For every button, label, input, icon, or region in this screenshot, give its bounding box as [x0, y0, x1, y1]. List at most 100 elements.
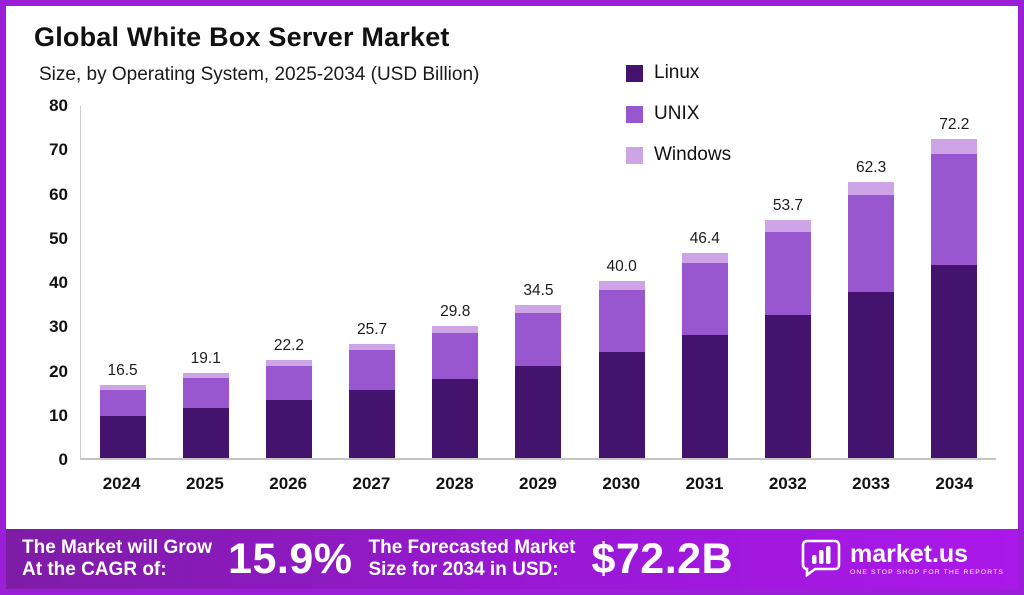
segment-windows-2026 [265, 359, 312, 366]
segment-windows-2025 [182, 373, 229, 379]
forecast-value: $72.2B [591, 534, 734, 583]
bar-total-label-2029: 34.5 [523, 282, 554, 300]
y-tick-40: 40 [49, 273, 68, 292]
segment-windows-2029 [515, 305, 562, 313]
segment-windows-2031 [681, 252, 728, 263]
bar-2030 [598, 281, 645, 458]
segment-windows-2032 [764, 220, 811, 232]
segment-windows-2033 [848, 182, 895, 196]
y-tick-10: 10 [49, 405, 68, 425]
y-tick-0: 0 [58, 450, 68, 469]
legend-item-windows: Windows [626, 144, 731, 166]
segment-linux-2024 [99, 415, 146, 458]
bar-2032 [764, 220, 811, 458]
y-tick-60: 60 [49, 184, 68, 204]
segment-linux-2031 [681, 334, 728, 458]
segment-unix-2030 [598, 289, 645, 352]
market-us-icon [801, 537, 841, 582]
bar-total-label-2031: 46.4 [689, 229, 720, 247]
segment-linux-2034 [931, 265, 978, 458]
bar-total-label-2034: 72.2 [939, 115, 970, 133]
bar-2029 [515, 305, 562, 458]
page-title: Global White Box Server Market [34, 22, 450, 52]
x-label-2031: 2031 [685, 474, 724, 493]
x-label-2028: 2028 [435, 474, 474, 493]
y-tick-70: 70 [49, 140, 68, 160]
x-axis: 2024 2025 2026 2027 2028 2029 2030 2031 2032 2033… [80, 474, 996, 494]
segment-windows-2034 [931, 138, 978, 154]
segment-unix-2024 [99, 389, 146, 416]
bar-group-2028: 29.8 [432, 106, 479, 458]
bar-2033 [848, 182, 895, 458]
x-label-2025: 2025 [185, 474, 224, 493]
segment-linux-2026 [265, 399, 312, 458]
y-tick-50: 50 [49, 228, 68, 248]
plot-area: 16.5 19.1 22.2 25.7 29.8 34.5 40.0 46.4 53.7 62.3… [80, 106, 996, 460]
segment-windows-2030 [598, 281, 645, 290]
footer-banner: The Market will Grow At the CAGR of: 15.… [6, 529, 1018, 589]
segment-linux-2025 [182, 408, 229, 458]
bar-group-2026: 22.2 [265, 106, 312, 458]
x-label-2033: 2033 [852, 474, 890, 493]
segment-unix-2028 [432, 332, 479, 379]
segment-linux-2029 [515, 365, 562, 458]
bar-total-label-2024: 16.5 [107, 362, 138, 379]
forecast-label: The Forecasted Market Size for 2034 in U… [368, 537, 575, 582]
bar-total-label-2032: 53.7 [772, 197, 804, 215]
cagr-label: The Market will Grow At the CAGR of: [22, 537, 212, 582]
legend-swatch-windows [626, 146, 643, 164]
chart-subtitle: Size, by Operating System, 2025-2034 (US… [39, 64, 480, 85]
y-tick-80: 80 [49, 96, 68, 115]
y-axis: 0 10 20 30 40 50 60 70 80 [22, 96, 68, 469]
legend-label-windows: Windows [654, 144, 732, 165]
segment-windows-2024 [99, 385, 146, 390]
bar-group-2034: 72.2 [931, 106, 978, 458]
segment-linux-2030 [598, 351, 645, 458]
y-tick-30: 30 [49, 317, 68, 337]
bar-2025 [182, 373, 229, 458]
bar-2027 [349, 344, 396, 458]
segment-linux-2032 [764, 315, 811, 458]
segment-linux-2028 [432, 378, 479, 458]
segment-windows-2027 [349, 344, 396, 351]
legend-label-linux: Linux [654, 62, 700, 83]
x-label-2024: 2024 [102, 474, 141, 493]
bar-total-label-2025: 19.1 [190, 350, 221, 368]
bar-total-label-2027: 25.7 [357, 321, 388, 339]
segment-unix-2025 [182, 378, 229, 409]
bar-total-label-2030: 40.0 [606, 258, 637, 275]
bar-2024 [99, 385, 146, 458]
bar-total-label-2026: 22.2 [273, 336, 304, 354]
x-label-2026: 2026 [269, 474, 308, 493]
segment-windows-2028 [432, 326, 479, 333]
bar-group-2031: 46.4 [681, 106, 728, 458]
x-label-2034: 2034 [935, 474, 974, 493]
bar-2034 [931, 138, 978, 458]
forecast-label-line1: The Forecasted Market [368, 536, 576, 558]
cagr-label-line1: The Market will Grow [22, 536, 213, 558]
x-label-2032: 2032 [768, 474, 807, 493]
bar-2031 [681, 252, 728, 458]
brand-logo: market.us ONE STOP SHOP FOR THE REPORTS [801, 537, 1004, 582]
bar-group-2030: 40.0 [598, 106, 645, 458]
chart-section: Global White Box Server Market Size, by … [6, 6, 1018, 529]
segment-linux-2027 [349, 390, 396, 458]
legend-item-unix: UNIX [626, 103, 731, 125]
segment-linux-2033 [848, 291, 895, 458]
brand-text: market.us ONE STOP SHOP FOR THE REPORTS [850, 541, 1004, 577]
bar-group-2033: 62.3 [848, 106, 895, 458]
bar-group-2025: 19.1 [182, 106, 229, 458]
legend: Linux UNIX Windows [626, 62, 731, 166]
segment-unix-2034 [931, 153, 978, 266]
segment-unix-2029 [515, 312, 562, 366]
cagr-value: 15.9% [228, 534, 353, 583]
bar-2028 [432, 326, 479, 458]
bar-group-2029: 34.5 [515, 106, 562, 458]
y-tick-20: 20 [49, 361, 68, 381]
legend-swatch-unix [626, 105, 643, 123]
bar-total-label-2033: 62.3 [856, 159, 887, 177]
bar-group-2032: 53.7 [764, 106, 811, 458]
bar-total-label-2028: 29.8 [440, 303, 471, 321]
legend-swatch-linux [626, 64, 643, 82]
